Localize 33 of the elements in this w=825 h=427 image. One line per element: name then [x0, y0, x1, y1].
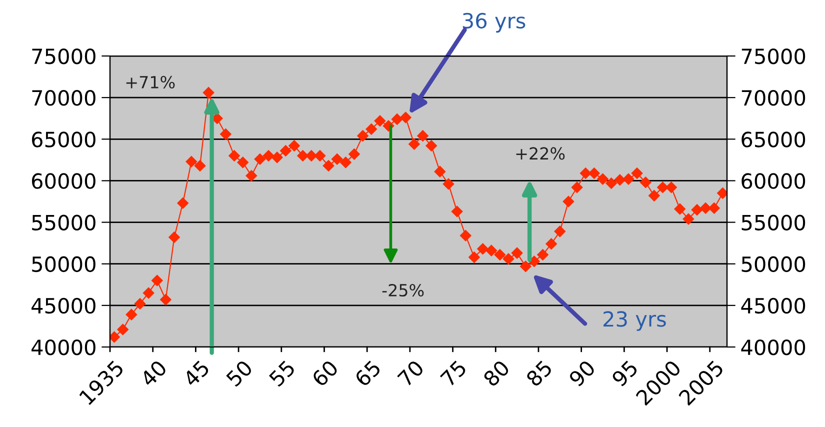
y2-tick-label: 65000	[742, 132, 806, 148]
y-tick-label: 70000	[32, 90, 96, 106]
x-tick-label: 95	[610, 360, 639, 388]
y-tick-label: 75000	[32, 48, 96, 64]
y-tick-label: 40000	[32, 339, 96, 356]
x-tick-label: 80	[482, 359, 510, 388]
annotation: +71%	[126, 76, 175, 88]
annotation: -25%	[382, 284, 424, 297]
x-tick-label: 85	[525, 360, 553, 388]
annotation: 23 yrs	[604, 311, 666, 331]
y2-tick-label: 50000	[742, 256, 806, 272]
x-tick-label: 65	[354, 360, 382, 388]
y2-tick-label: 60000	[742, 173, 806, 189]
y-tick-label: 60000	[32, 173, 96, 189]
x-tick-label: 55	[268, 360, 296, 388]
y2-tick-label: 45000	[741, 298, 806, 314]
y2-tick-label: 70000	[742, 90, 806, 106]
y-tick-label: 65000	[32, 132, 96, 148]
x-tick-label: 90	[568, 359, 596, 388]
x-tick-label: 40	[139, 359, 168, 388]
y2-tick-label: 75000	[742, 48, 806, 64]
x-tick-label: 75	[440, 360, 468, 388]
x-tick-label: 45	[182, 360, 210, 388]
annotation: +22%	[516, 147, 565, 160]
y-tick-label: 55000	[32, 214, 96, 230]
x-tick-label: 70	[396, 359, 425, 388]
x-tick-label: 50	[225, 359, 254, 388]
x-tick-label: 60	[311, 359, 339, 388]
y-tick-label: 50000	[32, 256, 96, 272]
y2-tick-label: 40000	[741, 339, 806, 356]
text: 36 yrs	[462, 12, 526, 33]
y-tick-label: 45000	[32, 298, 96, 314]
y2-tick-label: 55000	[742, 214, 806, 230]
